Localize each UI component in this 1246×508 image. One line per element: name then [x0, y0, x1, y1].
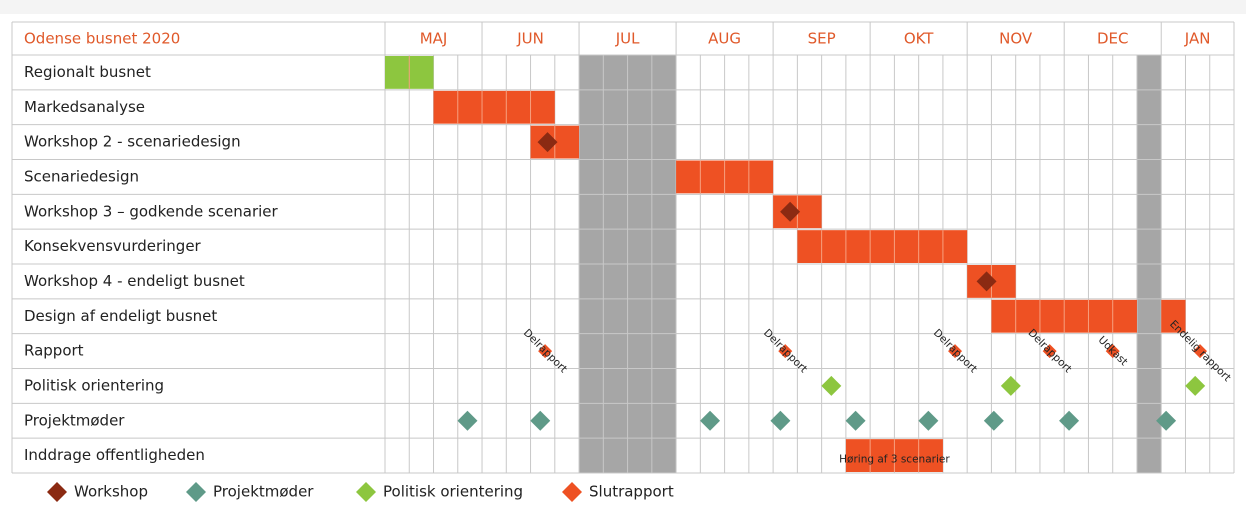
legend-swatch — [356, 482, 376, 502]
chart-title: Odense busnet 2020 — [24, 30, 180, 48]
month-label: SEP — [808, 30, 836, 48]
row-label: Rapport — [24, 342, 84, 360]
row-label: Scenariedesign — [24, 167, 139, 185]
marker — [778, 344, 793, 359]
row-label: Workshop 3 – godkende scenarier — [24, 202, 279, 220]
marker — [530, 410, 551, 431]
marker — [976, 271, 997, 292]
legend-label: Politisk orientering — [383, 483, 523, 501]
marker — [770, 410, 791, 431]
row-label: Inddrage offentligheden — [24, 446, 205, 464]
row-label: Konsekvensvurderinger — [24, 237, 202, 255]
marker — [537, 132, 558, 153]
marker — [1156, 410, 1177, 431]
bar — [1161, 299, 1186, 333]
marker — [983, 410, 1004, 431]
marker — [1042, 344, 1057, 359]
bar-label: Høring af 3 scenarier — [839, 454, 950, 466]
month-label: AUG — [708, 30, 741, 48]
marker — [1105, 344, 1120, 359]
month-label: MAJ — [420, 30, 448, 48]
legend-label: Slutrapport — [589, 483, 674, 501]
marker — [948, 344, 963, 359]
legend-swatch — [186, 482, 206, 502]
top-band — [0, 0, 1246, 14]
month-label: JUL — [615, 30, 640, 48]
month-label: JUN — [516, 30, 544, 48]
marker — [845, 410, 866, 431]
marker — [538, 344, 553, 359]
marker — [1059, 410, 1080, 431]
row-label: Regionalt busnet — [24, 63, 151, 81]
marker — [780, 201, 801, 222]
month-label: OKT — [904, 30, 934, 48]
marker — [1185, 375, 1206, 396]
marker — [1000, 375, 1021, 396]
marker — [700, 410, 721, 431]
bar — [797, 230, 968, 263]
marker — [918, 410, 939, 431]
legend-swatch — [47, 482, 67, 502]
bar — [433, 90, 555, 124]
marker — [1193, 344, 1208, 359]
row-label: Projektmøder — [24, 411, 125, 429]
marker — [821, 375, 842, 396]
legend-label: Projektmøder — [213, 483, 314, 501]
month-label: NOV — [999, 30, 1033, 48]
month-label: JAN — [1184, 30, 1211, 48]
legend-swatch — [562, 482, 582, 502]
row-label: Workshop 2 - scenariedesign — [24, 133, 241, 151]
row-label: Workshop 4 - endeligt busnet — [24, 272, 245, 290]
row-label: Markedsanalyse — [24, 98, 145, 116]
row-label: Design af endeligt busnet — [24, 307, 217, 325]
row-label: Politisk orientering — [24, 376, 164, 394]
marker — [457, 410, 478, 431]
month-label: DEC — [1097, 30, 1129, 48]
legend-label: Workshop — [74, 483, 148, 501]
